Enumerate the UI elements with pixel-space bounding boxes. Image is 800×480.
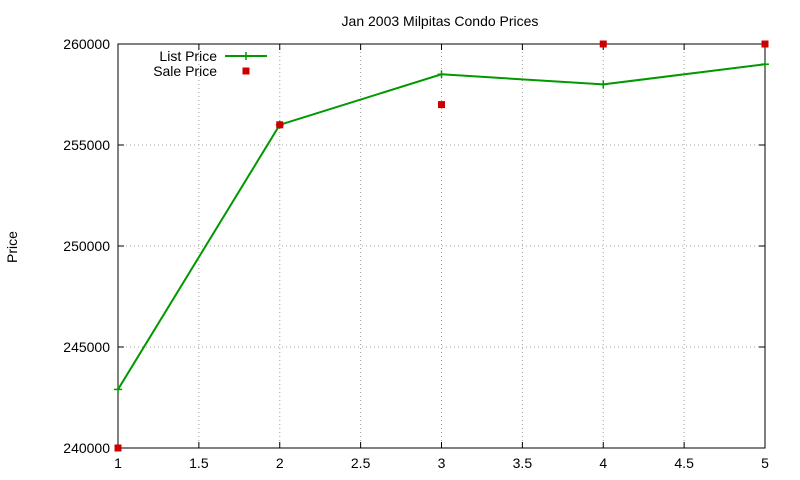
x-tick-label-1: 1.5: [189, 455, 209, 471]
legend: List Price Sale Price: [153, 48, 267, 79]
point-0-2: [437, 70, 446, 79]
x-tick-label-5: 3.5: [513, 455, 533, 471]
legend-label-sale-price: Sale Price: [153, 63, 217, 79]
x-tick-label-7: 4.5: [674, 455, 694, 471]
point-0-3: [599, 80, 608, 89]
series-1: [114, 40, 769, 452]
series-0: [114, 60, 769, 394]
axis-ticks: 1 1.5 2 2.5 3 3.5 4 4.5 5 240000 245000 250000 25500…: [63, 36, 769, 471]
point-0-4: [761, 60, 769, 69]
y-tick-label-2: 250000: [63, 238, 110, 254]
x-tick-label-0: 1: [114, 455, 122, 471]
y-axis-label: Price: [4, 231, 20, 263]
x-tick-label-4: 3: [438, 455, 446, 471]
x-tick-label-8: 5: [761, 455, 769, 471]
legend-sample-marker-sale-price: [242, 67, 250, 75]
chart-title: Jan 2003 Milpitas Condo Prices: [342, 13, 539, 29]
y-tick-label-0: 240000: [63, 440, 110, 456]
series-layer: [114, 40, 769, 452]
x-tick-label-6: 4: [599, 455, 607, 471]
point-1-0: [114, 444, 122, 452]
legend-label-list-price: List Price: [159, 48, 217, 64]
y-tick-label-4: 260000: [63, 36, 110, 52]
point-1-4: [761, 40, 769, 48]
point-1-1: [276, 121, 284, 129]
y-tick-label-3: 255000: [63, 137, 110, 153]
point-1-3: [599, 40, 607, 48]
legend-sample-marker-list-price: [242, 52, 250, 60]
y-tick-label-1: 245000: [63, 339, 110, 355]
grid-lines: [118, 44, 765, 448]
x-tick-label-3: 2.5: [351, 455, 371, 471]
x-tick-label-2: 2: [276, 455, 284, 471]
point-0-0: [114, 385, 122, 394]
point-1-2: [438, 101, 445, 109]
